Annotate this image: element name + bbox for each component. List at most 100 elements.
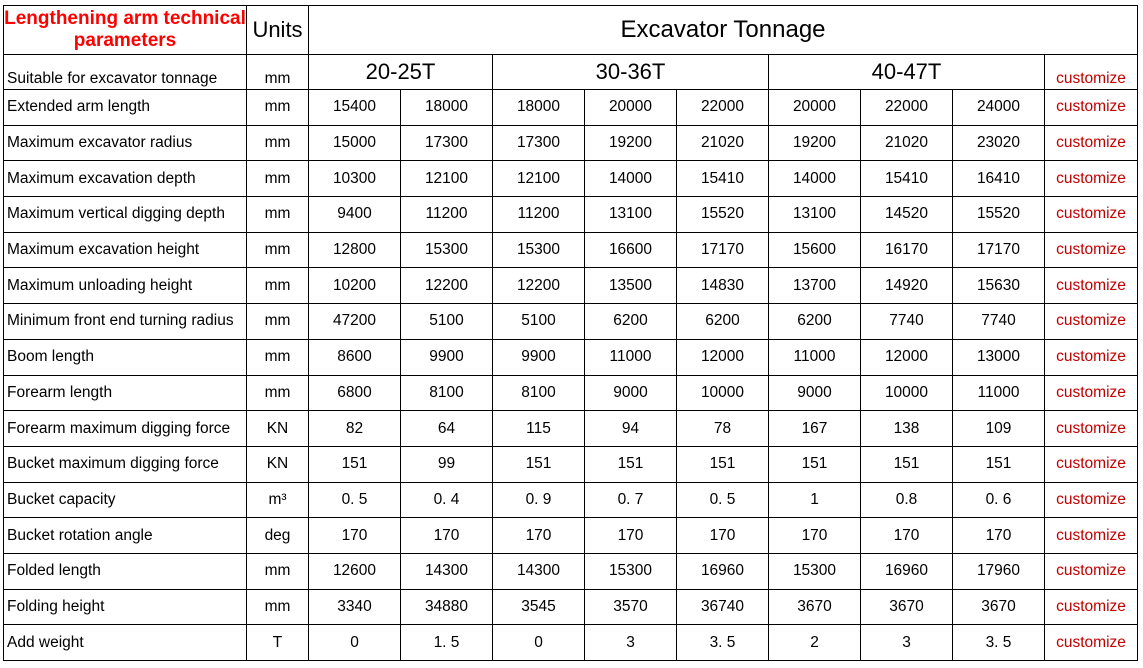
- subheader-row: Suitable for excavator tonnage mm 20-25T…: [3, 54, 1139, 90]
- customize: customize: [1043, 338, 1139, 376]
- parameter-row: Bucket maximum digging force KN 151 99 151 15…: [3, 445, 1139, 483]
- customize: customize: [1043, 231, 1139, 269]
- value: 14520: [860, 196, 953, 233]
- value: 15630: [952, 267, 1045, 305]
- value: 15410: [676, 160, 769, 198]
- value: 20000: [768, 89, 861, 126]
- value: 15300: [584, 552, 677, 590]
- unit: mm: [246, 231, 309, 269]
- value: 15400: [308, 89, 401, 126]
- parameter-row: Maximum unloading height mm 10200 12200 1220…: [3, 267, 1139, 305]
- value: 11000: [768, 338, 861, 376]
- value: 12000: [676, 338, 769, 376]
- customize: customize: [1043, 124, 1139, 162]
- parameter-row: Maximum excavator radius mm 15000 17300 1730…: [3, 124, 1139, 162]
- value: 36740: [676, 588, 769, 626]
- value: 151: [492, 445, 585, 483]
- value: 8100: [400, 374, 493, 412]
- group-title: Excavator Tonnage: [307, 5, 1139, 55]
- unit: mm: [246, 588, 309, 626]
- value: 6200: [676, 303, 769, 340]
- value: 10300: [308, 160, 401, 198]
- row-label: Forearm length: [3, 374, 247, 412]
- row-label: Maximum excavation depth: [3, 160, 247, 198]
- value: 9400: [308, 196, 401, 233]
- value: 14830: [676, 267, 769, 305]
- value: 78: [676, 410, 769, 447]
- customize: customize: [1043, 624, 1139, 661]
- value: 9000: [768, 374, 861, 412]
- unit: mm: [246, 374, 309, 412]
- value: 9900: [492, 338, 585, 376]
- value: 10000: [676, 374, 769, 412]
- customize: customize: [1043, 89, 1139, 126]
- value: 22000: [676, 89, 769, 126]
- value: 138: [860, 410, 953, 447]
- unit: mm: [246, 89, 309, 126]
- unit: mm: [246, 196, 309, 233]
- row-label: Extended arm length: [3, 89, 247, 126]
- value: 16170: [860, 231, 953, 269]
- value: 3570: [584, 588, 677, 626]
- unit: mm: [246, 54, 309, 90]
- value: 23020: [952, 124, 1045, 162]
- customize: customize: [1043, 481, 1139, 519]
- value: 151: [860, 445, 953, 483]
- row-label: Maximum vertical digging depth: [3, 196, 247, 233]
- value: 6800: [308, 374, 401, 412]
- parameter-row: Minimum front end turning radius mm 47200 5…: [3, 303, 1139, 340]
- customize: customize: [1043, 374, 1139, 412]
- value: 7740: [860, 303, 953, 340]
- value: 170: [676, 517, 769, 554]
- unit: m³: [246, 481, 309, 519]
- value: 18000: [492, 89, 585, 126]
- value: 9000: [584, 374, 677, 412]
- customize: customize: [1043, 160, 1139, 198]
- unit: mm: [246, 303, 309, 340]
- value: 15300: [400, 231, 493, 269]
- header-row: Lengthening arm technical parameters Uni…: [3, 5, 1139, 55]
- value: 15300: [768, 552, 861, 590]
- value: 8600: [308, 338, 401, 376]
- value: 151: [308, 445, 401, 483]
- value: 6200: [768, 303, 861, 340]
- value: 17170: [676, 231, 769, 269]
- value: 15410: [860, 160, 953, 198]
- value: 170: [584, 517, 677, 554]
- value: 13500: [584, 267, 677, 305]
- value: 21020: [860, 124, 953, 162]
- tonnage-group: 20-25T: [308, 54, 493, 90]
- value: 151: [952, 445, 1045, 483]
- value: 151: [676, 445, 769, 483]
- customize: customize: [1043, 588, 1139, 626]
- value: 0. 5: [676, 481, 769, 519]
- value: 3: [860, 624, 953, 661]
- value: 12100: [400, 160, 493, 198]
- value: 0: [492, 624, 585, 661]
- value: 3670: [768, 588, 861, 626]
- value: 15600: [768, 231, 861, 269]
- customize: customize: [1043, 552, 1139, 590]
- parameter-row: Maximum excavation depth mm 10300 12100 1210…: [3, 160, 1139, 198]
- row-label: Maximum excavator radius: [3, 124, 247, 162]
- value: 0. 5: [308, 481, 401, 519]
- value: 13000: [952, 338, 1045, 376]
- value: 11200: [400, 196, 493, 233]
- row-label: Bucket rotation angle: [3, 517, 247, 554]
- value: 5100: [400, 303, 493, 340]
- value: 14000: [768, 160, 861, 198]
- parameter-row: Forearm length mm 6800 8100 8100 9000 10000 900…: [3, 374, 1139, 412]
- value: 99: [400, 445, 493, 483]
- customize: customize: [1043, 303, 1139, 340]
- value: 47200: [308, 303, 401, 340]
- customize: customize: [1043, 445, 1139, 483]
- row-label: Suitable for excavator tonnage: [3, 54, 247, 90]
- value: 3340: [308, 588, 401, 626]
- parameter-row: Boom length mm 8600 9900 9900 11000 12000 11000…: [3, 338, 1139, 376]
- parameter-row: Forearm maximum digging force KN 82 64 115 94…: [3, 410, 1139, 447]
- value: 18000: [400, 89, 493, 126]
- value: 3670: [860, 588, 953, 626]
- value: 17170: [952, 231, 1045, 269]
- value: 170: [400, 517, 493, 554]
- customize: customize: [1043, 196, 1139, 233]
